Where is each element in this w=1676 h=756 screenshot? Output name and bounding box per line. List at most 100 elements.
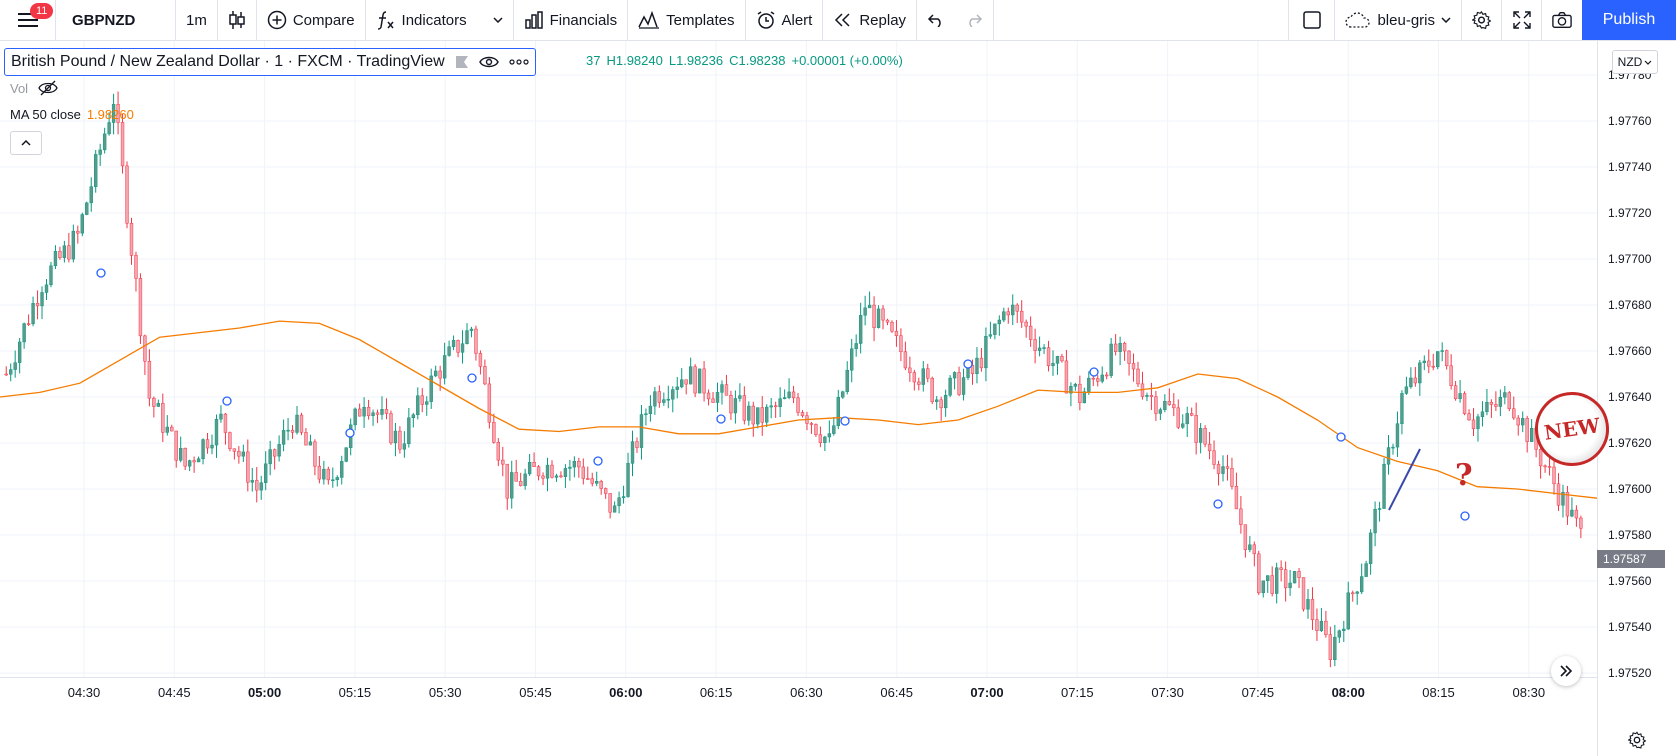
candle xyxy=(1212,440,1216,470)
candle-body xyxy=(948,377,952,396)
candle xyxy=(111,93,116,135)
candle-body xyxy=(1189,413,1194,416)
ohlc-values: 37 H1.98240 L1.98236 C1.98238 +0.00001 (+0.0… xyxy=(586,53,909,68)
candle-body xyxy=(1579,517,1583,529)
price-tick-label: 1.97680 xyxy=(1608,298,1652,312)
candle xyxy=(680,368,684,389)
collapse-legend-button[interactable] xyxy=(10,131,42,155)
candle xyxy=(1292,570,1297,584)
candle xyxy=(1368,529,1373,575)
candle xyxy=(1328,626,1333,668)
candle xyxy=(407,407,411,448)
layout-select[interactable]: bleu-gris xyxy=(1335,0,1462,40)
candle xyxy=(1364,560,1368,577)
price-chart[interactable]: 1.977801.977601.977401.977201.977001.976… xyxy=(0,41,1676,756)
candle xyxy=(1324,610,1328,638)
candle xyxy=(98,143,102,167)
candle-body xyxy=(832,425,836,434)
candle xyxy=(733,390,738,424)
candle xyxy=(867,291,872,309)
candle-body xyxy=(657,391,662,403)
candle xyxy=(742,386,747,425)
candle xyxy=(778,387,782,418)
candle xyxy=(268,440,272,476)
candle-body xyxy=(214,418,219,446)
replay-button[interactable]: Replay xyxy=(823,0,918,40)
symbol-legend[interactable]: British Pound / New Zealand Dollar · 1 ·… xyxy=(4,48,536,76)
symbol-search-button[interactable]: GBPNZD xyxy=(56,0,176,40)
main-menu-button[interactable]: 11 xyxy=(0,0,56,40)
candle xyxy=(1037,336,1042,357)
volume-legend[interactable]: Vol xyxy=(10,80,58,96)
scroll-to-realtime-button[interactable] xyxy=(1551,656,1581,686)
chart-settings-button[interactable] xyxy=(1627,731,1647,754)
candle xyxy=(621,485,626,504)
publish-button[interactable]: Publish xyxy=(1582,0,1676,40)
candle-body xyxy=(268,449,272,465)
question-mark-annotation: ? xyxy=(1455,458,1473,493)
currency-select[interactable]: NZD xyxy=(1612,50,1658,74)
candle xyxy=(635,437,639,453)
chart-style-button[interactable] xyxy=(218,0,257,40)
financials-button[interactable]: Financials xyxy=(514,0,629,40)
candle xyxy=(644,408,648,426)
candle xyxy=(214,414,219,458)
candle xyxy=(577,457,581,478)
candle-body xyxy=(1453,385,1458,400)
candle-body xyxy=(76,230,80,234)
templates-button[interactable]: Templates xyxy=(628,0,746,40)
candle-body xyxy=(187,460,192,467)
settings-button[interactable] xyxy=(1462,0,1502,40)
flag-icon[interactable] xyxy=(455,55,469,69)
candle-body xyxy=(58,251,62,258)
candle xyxy=(344,447,348,463)
candle xyxy=(425,396,429,416)
candle xyxy=(53,245,58,269)
candle-body xyxy=(1574,509,1579,519)
candle-body xyxy=(402,443,407,450)
event-marker xyxy=(1089,367,1099,377)
candle-body xyxy=(201,439,205,460)
candle xyxy=(563,464,568,488)
candle-body xyxy=(823,436,827,443)
candle xyxy=(1002,307,1006,323)
screenshot-button[interactable] xyxy=(1542,0,1582,40)
candle-body xyxy=(599,481,603,489)
undo-button[interactable] xyxy=(917,0,955,40)
candle xyxy=(975,347,979,384)
interval-button[interactable]: 1m xyxy=(176,0,218,40)
indicators-label: Indicators xyxy=(401,11,467,29)
candle xyxy=(1158,407,1163,421)
candle xyxy=(1033,328,1037,364)
candle-body xyxy=(416,395,420,416)
eye-crossed-icon[interactable] xyxy=(38,80,58,96)
candle-body xyxy=(1207,443,1212,452)
alert-button[interactable]: Alert xyxy=(746,0,824,40)
candle xyxy=(536,465,541,481)
redo-button[interactable] xyxy=(955,0,995,40)
more-icon[interactable] xyxy=(509,59,529,65)
candle xyxy=(447,340,451,357)
indicators-button[interactable]: Indicators xyxy=(366,0,514,40)
ma-legend[interactable]: MA 50 close 1.98260 xyxy=(10,107,134,122)
chevron-down-icon[interactable] xyxy=(493,17,503,23)
candle xyxy=(1310,587,1315,630)
candle xyxy=(1189,407,1194,417)
candle-body xyxy=(469,328,474,331)
ma-value: 1.98260 xyxy=(86,107,134,122)
fullscreen-button[interactable] xyxy=(1502,0,1542,40)
candle xyxy=(1422,355,1426,371)
candle-body xyxy=(44,284,49,293)
candle-body xyxy=(389,413,393,444)
compare-button[interactable]: Compare xyxy=(257,0,366,40)
candle xyxy=(353,407,357,431)
candle xyxy=(881,305,885,330)
current-price-label: 1.97587 xyxy=(1597,550,1665,568)
eye-icon[interactable] xyxy=(478,55,499,69)
candle xyxy=(1087,371,1091,395)
candle xyxy=(420,388,424,413)
candle xyxy=(1239,496,1243,534)
candle-body xyxy=(420,395,424,405)
fullscreen-layout-button[interactable] xyxy=(1289,0,1336,40)
expand-icon xyxy=(1512,11,1531,29)
